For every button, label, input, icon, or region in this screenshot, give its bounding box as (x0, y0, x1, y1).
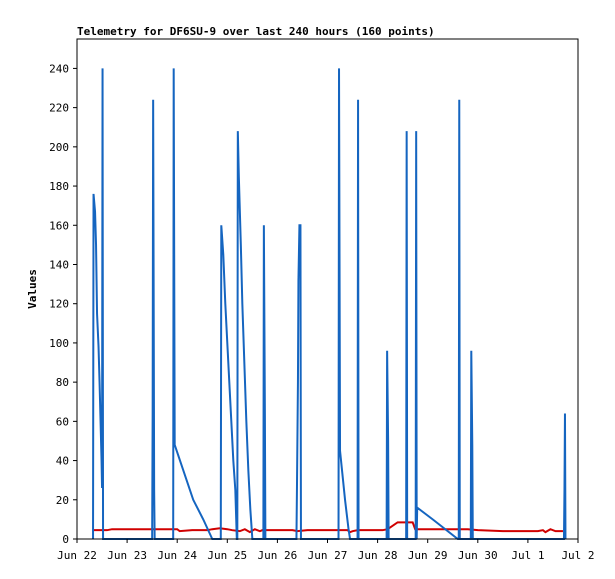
plot-area (92, 68, 567, 540)
x-tick-label: Jun 22 (57, 549, 97, 562)
series-line-1 (93, 521, 563, 534)
y-axis: 0 20 40 60 80 100 120 140 160 180 200 220 240 (49, 62, 77, 546)
x-axis: Jun 22 Jun 23 Jun 24 Jun 25 Jun 26 Jun 27 Jun … (57, 539, 595, 562)
y-tick-label: 20 (56, 494, 69, 507)
y-tick-label: 200 (49, 141, 69, 154)
y-tick-label: 60 (56, 415, 69, 428)
x-tick-label: Jun 30 (458, 549, 498, 562)
y-tick-label: 0 (62, 533, 69, 546)
y-tick-label: 220 (49, 102, 69, 115)
y-tick-label: 80 (56, 376, 69, 389)
x-tick-label: Jun 28 (358, 549, 398, 562)
y-axis-label: Values (26, 269, 39, 309)
chart-title: Telemetry for DF6SU-9 over last 240 hour… (77, 25, 435, 38)
y-tick-label: 180 (49, 180, 69, 193)
x-tick-label: Jul 2 (561, 549, 594, 562)
y-tick-label: 240 (49, 62, 69, 75)
y-tick-label: 140 (49, 258, 69, 271)
x-tick-label: Jun 24 (157, 549, 197, 562)
x-tick-label: Jun 23 (107, 549, 147, 562)
x-tick-label: Jun 29 (408, 549, 448, 562)
y-tick-label: 40 (56, 455, 69, 468)
series-line-2 (92, 68, 567, 540)
x-tick-label: Jul 1 (511, 549, 544, 562)
x-tick-label: Jun 27 (308, 549, 348, 562)
x-tick-label: Jun 26 (258, 549, 298, 562)
y-tick-label: 100 (49, 337, 69, 350)
y-tick-label: 160 (49, 219, 69, 232)
y-tick-label: 120 (49, 298, 69, 311)
x-tick-label: Jun 25 (207, 549, 247, 562)
